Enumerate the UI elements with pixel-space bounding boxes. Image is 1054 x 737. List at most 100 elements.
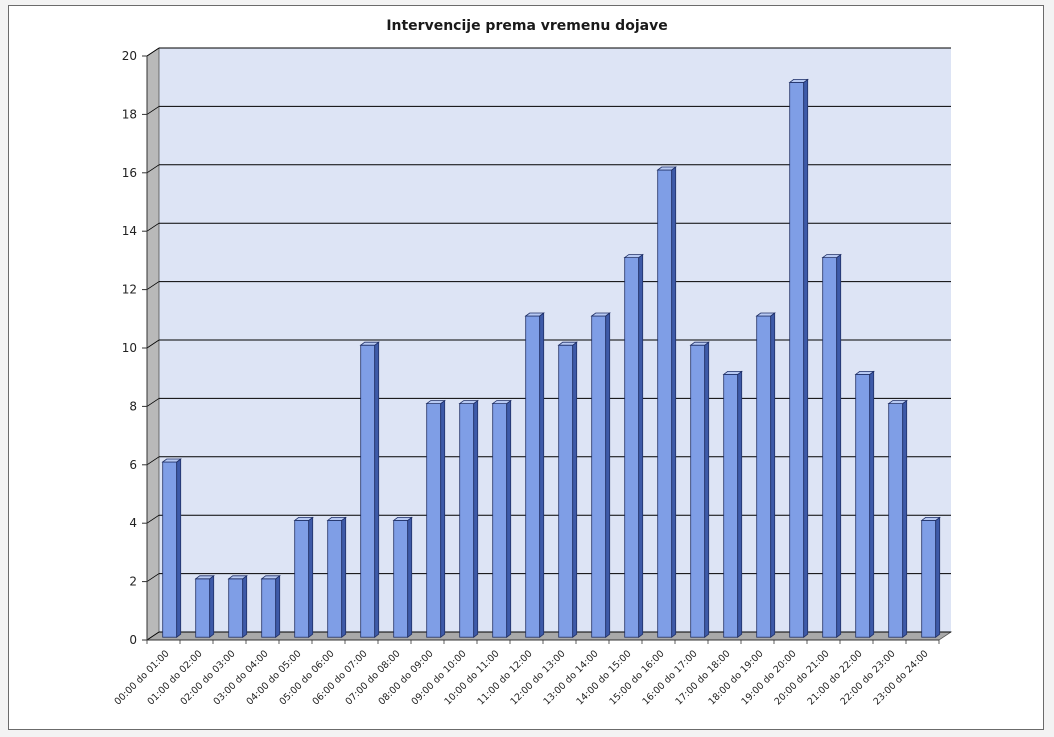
- bar-top: [854, 370, 875, 375]
- bar-top: [425, 400, 446, 405]
- bar-top: [293, 516, 314, 521]
- y-tick-label: 16: [122, 166, 137, 180]
- bar-top: [590, 312, 611, 317]
- bar: [425, 399, 446, 639]
- bar-side: [275, 574, 281, 639]
- bar-front: [492, 403, 508, 638]
- bar-front: [756, 315, 772, 638]
- y-tick-label: 8: [129, 399, 137, 413]
- bar: [293, 516, 314, 639]
- bar-front: [327, 520, 343, 638]
- bar-side: [407, 516, 413, 639]
- bar-side: [605, 312, 611, 639]
- bar: [623, 253, 644, 639]
- bar-front: [591, 315, 607, 638]
- gridline-diagonal: [146, 281, 160, 290]
- bar-side: [176, 458, 182, 639]
- bar-side: [572, 341, 578, 639]
- bar: [161, 458, 182, 639]
- bar-side: [704, 341, 710, 639]
- bar-front: [360, 344, 376, 638]
- bar-side: [671, 166, 677, 639]
- bar: [722, 370, 743, 639]
- bar: [458, 399, 479, 639]
- bar: [821, 253, 842, 639]
- bar-front: [426, 403, 442, 638]
- bar: [524, 312, 545, 639]
- bar-top: [359, 341, 380, 346]
- bar: [392, 516, 413, 639]
- bar-side: [836, 253, 842, 639]
- bar-side: [638, 253, 644, 639]
- bar-front: [789, 82, 805, 638]
- y-tick-label: 0: [129, 633, 137, 647]
- y-tick-label: 10: [122, 341, 137, 355]
- bar: [326, 516, 347, 639]
- x-tick-label: 00:00 do 01:00: [112, 648, 171, 707]
- y-tick-label: 20: [122, 49, 137, 63]
- bar: [359, 341, 380, 639]
- bar: [689, 341, 710, 639]
- bar-side: [341, 516, 347, 639]
- bar: [920, 516, 941, 639]
- bar-top: [788, 79, 809, 83]
- gridline-diagonal: [146, 164, 160, 174]
- y-tick-label: 2: [129, 575, 137, 589]
- chart-frame: Intervencije prema vremenu dojave 0 2 4 6 8 1…: [8, 5, 1044, 730]
- bar-side: [902, 399, 908, 639]
- bar: [854, 370, 875, 639]
- bar-front: [195, 578, 211, 638]
- gridline-diagonal: [146, 339, 160, 349]
- bar-front: [261, 578, 277, 638]
- gridline-diagonal: [146, 106, 160, 115]
- y-tick-label: 4: [129, 516, 137, 530]
- bar-front: [888, 403, 904, 638]
- bar-side: [803, 78, 809, 639]
- gridlines: [146, 47, 951, 641]
- gridline-diagonal: [146, 456, 160, 466]
- bar-top: [557, 341, 578, 346]
- bar-top: [821, 254, 842, 259]
- bar-top: [623, 254, 644, 259]
- bar: [755, 312, 776, 639]
- bar-side: [770, 312, 776, 639]
- bar: [557, 341, 578, 639]
- y-axis: 0 2 4 6 8 10 12 14 16 18 20: [122, 49, 148, 647]
- bar-front: [624, 257, 640, 638]
- bar-top: [524, 312, 545, 317]
- bar-side: [935, 516, 941, 639]
- bar-top: [656, 166, 677, 171]
- bar-front: [921, 520, 937, 638]
- bar: [590, 312, 611, 639]
- bar-side: [473, 399, 479, 639]
- gridline-diagonal: [146, 398, 160, 407]
- y-tick-label: 12: [122, 283, 137, 297]
- bar-top: [920, 516, 941, 521]
- bar-side: [374, 341, 380, 639]
- bar-top: [161, 458, 182, 463]
- bars: [161, 78, 941, 639]
- y-tick-label: 14: [122, 224, 137, 238]
- bar: [656, 166, 677, 639]
- bar-top: [260, 575, 281, 580]
- bar: [260, 574, 281, 639]
- bar-side: [242, 574, 248, 639]
- bar: [491, 399, 512, 639]
- bar-top: [194, 575, 215, 580]
- bar: [227, 574, 248, 639]
- bar-top: [458, 400, 479, 405]
- bar-top: [755, 312, 776, 317]
- bar-side: [506, 399, 512, 639]
- bar-front: [525, 315, 541, 638]
- bar-side: [737, 370, 743, 639]
- bar-side: [209, 574, 215, 639]
- gridline-diagonal: [146, 222, 160, 232]
- bar-side: [440, 399, 446, 639]
- bar-front: [162, 461, 178, 638]
- gridline-diagonal: [146, 631, 160, 641]
- bar-front: [294, 520, 310, 638]
- bar-front: [558, 344, 574, 638]
- bar-side: [308, 516, 314, 639]
